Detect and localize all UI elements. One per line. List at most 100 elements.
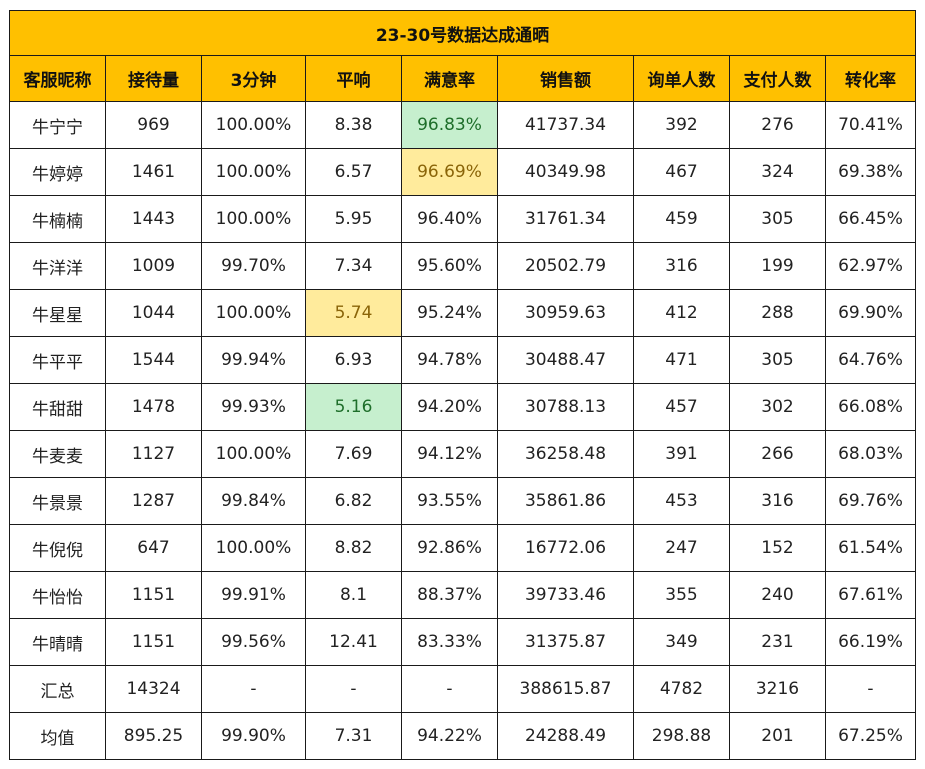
table-cell: 895.25	[105, 712, 202, 760]
table-row: 均值 895.25 99.90% 7.31 94.22% 24288.49 298.88 20…	[9, 712, 916, 760]
table-cell: 99.94%	[201, 336, 306, 384]
table-cell: 66.08%	[825, 383, 916, 431]
table-cell: 8.1	[305, 571, 402, 619]
column-header: 转化率	[825, 55, 916, 102]
table-cell: 88.37%	[401, 571, 498, 619]
row-label-cell: 牛麦麦	[9, 430, 106, 478]
table-cell: 392	[633, 101, 730, 149]
table-cell: 94.22%	[401, 712, 498, 760]
table-cell: 94.12%	[401, 430, 498, 478]
row-label-cell: 牛婷婷	[9, 148, 106, 196]
table-cell: 1443	[105, 195, 202, 243]
table-cell: 302	[729, 383, 826, 431]
table-cell: 100.00%	[201, 524, 306, 572]
table-cell: 30488.47	[497, 336, 634, 384]
table-cell: 16772.06	[497, 524, 634, 572]
table-cell: 30788.13	[497, 383, 634, 431]
row-label-cell: 牛平平	[9, 336, 106, 384]
table-cell: 199	[729, 242, 826, 290]
table-cell: 99.91%	[201, 571, 306, 619]
data-table: 23-30号数据达成通晒 客服昵称 接待量 3分钟 平响 满意率 销售额 询单人数 支付人数转…	[9, 10, 916, 760]
table-cell: -	[825, 665, 916, 713]
table-cell: 35861.86	[497, 477, 634, 525]
table-cell: 457	[633, 383, 730, 431]
table-cell: 67.61%	[825, 571, 916, 619]
highlighted-cell: 5.74	[305, 289, 402, 337]
column-header: 销售额	[497, 55, 634, 102]
table-cell: 100.00%	[201, 430, 306, 478]
row-label-cell: 牛星星	[9, 289, 106, 337]
column-header: 询单人数	[633, 55, 730, 102]
row-label-cell: 牛景景	[9, 477, 106, 525]
table-cell: 391	[633, 430, 730, 478]
table-title: 23-30号数据达成通晒	[9, 10, 916, 56]
table-row: 牛楠楠 1443 100.00% 5.95 96.40% 31761.34 459 305 66…	[9, 195, 916, 243]
table-cell: 83.33%	[401, 618, 498, 666]
table-cell: 1478	[105, 383, 202, 431]
table-cell: 99.70%	[201, 242, 306, 290]
table-cell: 24288.49	[497, 712, 634, 760]
table-cell: 94.20%	[401, 383, 498, 431]
table-cell: 99.56%	[201, 618, 306, 666]
table-cell: 30959.63	[497, 289, 634, 337]
table-cell: 40349.98	[497, 148, 634, 196]
table-cell: 1287	[105, 477, 202, 525]
table-cell: 95.24%	[401, 289, 498, 337]
table-row: 牛星星 1044 100.00% 5.74 95.24% 30959.63 412 288 69…	[9, 289, 916, 337]
row-label-cell: 均值	[9, 712, 106, 760]
column-header: 接待量	[105, 55, 202, 102]
table-cell: 1544	[105, 336, 202, 384]
table-cell: 266	[729, 430, 826, 478]
highlighted-cell: 5.16	[305, 383, 402, 431]
highlighted-cell: 96.83%	[401, 101, 498, 149]
table-cell: 152	[729, 524, 826, 572]
table-cell: 7.31	[305, 712, 402, 760]
row-label-cell: 牛洋洋	[9, 242, 106, 290]
table-cell: 95.60%	[401, 242, 498, 290]
table-cell: 1461	[105, 148, 202, 196]
table-cell: 459	[633, 195, 730, 243]
table-cell: 231	[729, 618, 826, 666]
table-cell: 305	[729, 336, 826, 384]
table-cell: 324	[729, 148, 826, 196]
table-row: 牛倪倪 647 100.00% 8.82 92.86% 16772.06 247 152 61.…	[9, 524, 916, 572]
table-body: 牛宁宁 969 100.00% 8.38 96.83% 41737.34 392 276 70.…	[9, 101, 916, 760]
table-row: 牛怡怡 1151 99.91% 8.1 88.37% 39733.46 355 240 67.6…	[9, 571, 916, 619]
table-cell: 6.57	[305, 148, 402, 196]
table-cell: 1151	[105, 571, 202, 619]
table-cell: 67.25%	[825, 712, 916, 760]
table-cell: 7.34	[305, 242, 402, 290]
table-cell: 62.97%	[825, 242, 916, 290]
table-row: 牛麦麦 1127 100.00% 7.69 94.12% 36258.48 391 266 68…	[9, 430, 916, 478]
table-cell: 64.76%	[825, 336, 916, 384]
table-cell: 100.00%	[201, 289, 306, 337]
row-label-cell: 牛甜甜	[9, 383, 106, 431]
table-cell: 41737.34	[497, 101, 634, 149]
table-cell: 276	[729, 101, 826, 149]
table-cell: 100.00%	[201, 195, 306, 243]
table-cell: 100.00%	[201, 101, 306, 149]
table-cell: 1044	[105, 289, 202, 337]
table-cell: 12.41	[305, 618, 402, 666]
table-cell: 647	[105, 524, 202, 572]
table-row: 牛平平 1544 99.94% 6.93 94.78% 30488.47 471 305 64.…	[9, 336, 916, 384]
table-cell: 20502.79	[497, 242, 634, 290]
table-cell: 92.86%	[401, 524, 498, 572]
table-cell: 99.93%	[201, 383, 306, 431]
table-cell: 99.84%	[201, 477, 306, 525]
table-cell: 14324	[105, 665, 202, 713]
column-header: 客服昵称	[9, 55, 106, 102]
table-row: 牛宁宁 969 100.00% 8.38 96.83% 41737.34 392 276 70.…	[9, 101, 916, 149]
table-cell: 467	[633, 148, 730, 196]
table-cell: 7.69	[305, 430, 402, 478]
table-cell: 93.55%	[401, 477, 498, 525]
table-cell: 471	[633, 336, 730, 384]
header-row: 客服昵称 接待量 3分钟 平响 满意率 销售额 询单人数 支付人数 转化率	[9, 55, 916, 102]
table-cell: 8.82	[305, 524, 402, 572]
table-row: 牛婷婷 1461 100.00% 6.57 96.69% 40349.98 467 324 69…	[9, 148, 916, 196]
table-cell: 96.40%	[401, 195, 498, 243]
table-cell: 39733.46	[497, 571, 634, 619]
column-header: 平响	[305, 55, 402, 102]
table-cell: 247	[633, 524, 730, 572]
table-row: 牛洋洋 1009 99.70% 7.34 95.60% 20502.79 316 199 62.…	[9, 242, 916, 290]
